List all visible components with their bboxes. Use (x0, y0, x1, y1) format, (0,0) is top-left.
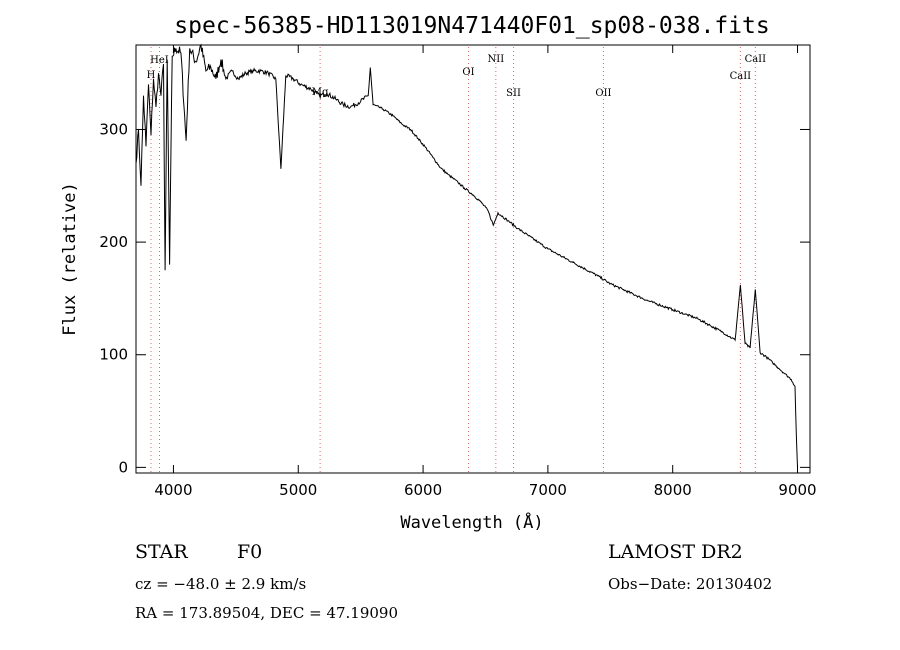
x-tick-label: 7000 (529, 481, 567, 499)
y-tick-label: 100 (99, 346, 128, 364)
coordinates: RA = 173.89504, DEC = 47.19090 (135, 604, 399, 622)
spectrum-line (135, 43, 798, 468)
redshift-label: cz = −48.0 ± 2.9 km/s (135, 575, 307, 593)
line-marker-label: OI (462, 67, 474, 78)
line-marker-label: OII (595, 88, 611, 99)
plot-frame (135, 44, 811, 474)
line-marker-label: Mg (312, 87, 329, 98)
y-tick-label: 200 (99, 233, 128, 251)
line-marker-label: CaII (745, 54, 767, 65)
line-marker-label: NII (488, 54, 505, 65)
x-tick-label: 8000 (654, 481, 692, 499)
y-tick-label: 300 (99, 120, 128, 138)
line-marker-label: CaII (730, 71, 752, 82)
y-tick-label: 0 (118, 458, 128, 476)
x-axis-label: Wavelength (Å) (400, 511, 543, 533)
survey-name: LAMOST DR2 (608, 541, 743, 563)
obs-date: Obs−Date: 20130402 (608, 575, 773, 593)
axis-ticks: 4000 5000 6000 7000 8000 9000 0 100 200 300 (99, 45, 817, 499)
object-class: STAR (135, 541, 188, 563)
x-tick-label: 4000 (154, 481, 192, 499)
line-marker-label: SII (506, 88, 521, 99)
x-tick-label: 5000 (279, 481, 317, 499)
line-marker-label: HeI (150, 55, 169, 66)
chart-title: spec-56385-HD113019N471440F01_sp08-038.f… (174, 13, 769, 39)
subclass: F0 (237, 541, 263, 563)
line-markers: HeI H Mg OI NII SII OII CaII CaII (147, 47, 767, 473)
y-axis-label: Flux (relative) (60, 182, 80, 336)
line-marker-label: H (147, 70, 156, 81)
x-tick-label: 6000 (404, 481, 442, 499)
x-tick-label: 9000 (778, 481, 816, 499)
